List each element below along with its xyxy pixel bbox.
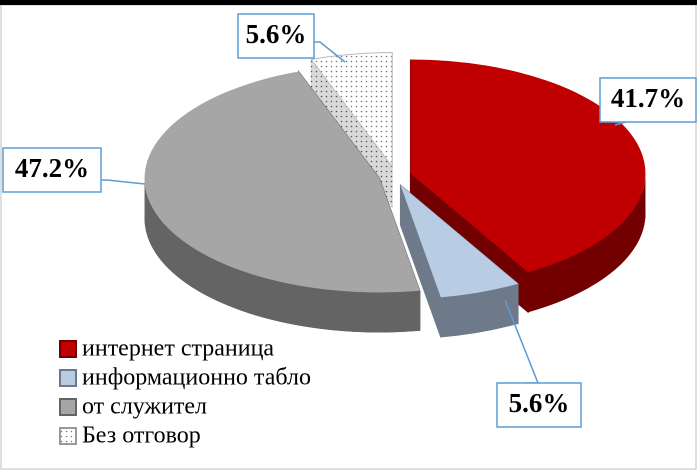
legend-label: Без отговор	[82, 423, 201, 449]
legend-label: информационно табло	[82, 365, 311, 391]
legend-swatch	[59, 427, 77, 445]
label-box	[496, 382, 582, 428]
slice	[400, 185, 519, 298]
slice	[144, 71, 420, 293]
labels: 41.7% 5.6% 47.2% 5.6% интернет страница инфор…	[2, 13, 697, 449]
pie	[144, 52, 646, 338]
data-label: 41.7%	[611, 83, 685, 113]
label-box	[237, 13, 315, 59]
slice-rim	[528, 173, 646, 313]
data-label: 5.6%	[246, 19, 307, 49]
data-label: 5.6%	[509, 388, 570, 418]
top-border	[0, 0, 697, 5]
slice-rim	[144, 178, 420, 333]
slice-rim	[440, 283, 519, 338]
data-label: 47.2%	[15, 153, 89, 183]
legend-label: интернет страница	[82, 336, 274, 362]
label-box	[599, 77, 697, 123]
slice-wall	[399, 184, 442, 338]
legend-swatch	[59, 369, 77, 387]
legend-label: от служител	[82, 394, 207, 420]
legend-swatch	[59, 398, 77, 416]
slice	[310, 52, 393, 169]
slice	[410, 59, 646, 273]
label-box	[2, 147, 102, 193]
legend-swatch	[59, 340, 77, 358]
